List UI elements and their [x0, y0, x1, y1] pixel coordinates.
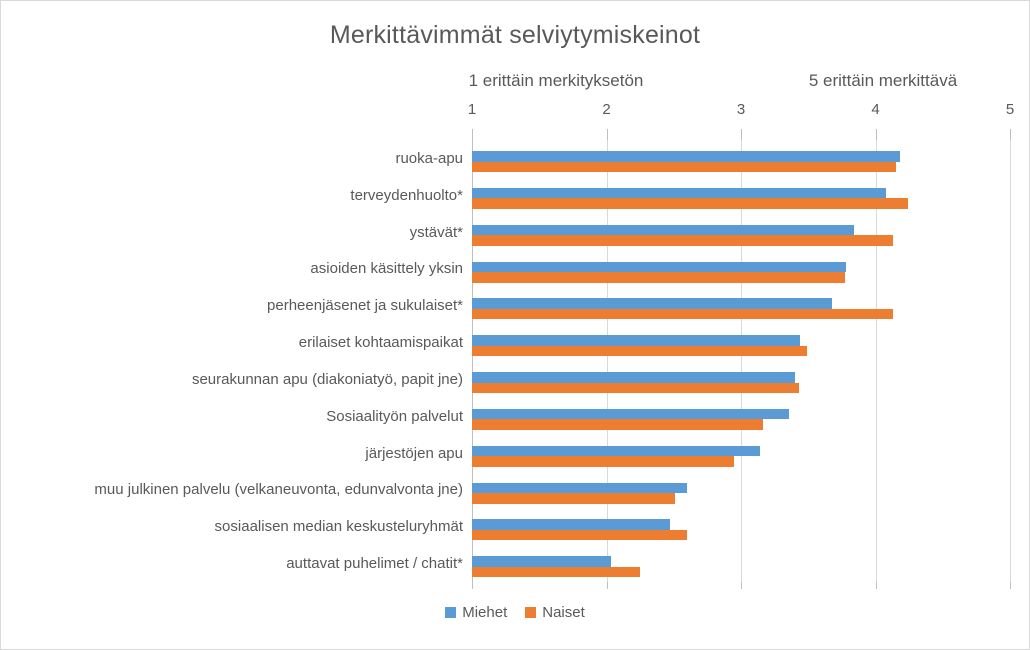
bar-miehet [472, 372, 795, 383]
bar-miehet [472, 187, 887, 199]
category-axis-line [472, 140, 473, 582]
bar-naiset [472, 308, 893, 320]
bar-naiset [472, 272, 845, 283]
bar-miehet [472, 261, 846, 272]
bar-naiset [472, 235, 893, 246]
axis-tickmark-top [606, 129, 608, 140]
axis-tickmark-top [741, 129, 742, 140]
bar-miehet [472, 224, 854, 236]
gridline [1010, 140, 1011, 582]
category-label: Sosiaalityön palvelut [326, 407, 463, 425]
bar-naiset [472, 493, 676, 504]
category-label: ruoka-apu [395, 149, 463, 167]
bar-miehet [472, 408, 790, 420]
category-label: muu julkinen palvelu (velkaneuvonta, edu… [94, 481, 463, 499]
gridline [606, 140, 608, 582]
bar-naiset [472, 419, 763, 430]
category-label: sosiaalisen median keskusteluryhmät [214, 518, 463, 536]
bar-naiset [472, 456, 735, 467]
bar-miehet [472, 335, 801, 346]
value-axis-tick-label: 4 [871, 101, 880, 118]
bar-naiset [472, 161, 896, 172]
category-label: auttavat puhelimet / chatit* [286, 555, 463, 573]
legend-item-naiset: Naiset [525, 604, 585, 621]
category-label: erilaiset kohtaamispaikat [298, 334, 463, 352]
bar-miehet [472, 482, 688, 493]
bar-naiset [472, 529, 688, 541]
category-label: seurakunnan apu (diakoniatyö, papit jne) [191, 370, 463, 388]
bar-naiset [472, 382, 799, 393]
bar-miehet [472, 151, 900, 162]
bar-naiset [472, 566, 641, 578]
category-label: asioiden käsittely yksin [310, 260, 463, 278]
category-label: järjestöjen apu [365, 444, 463, 462]
bar-naiset [472, 345, 807, 357]
axis-tickmark-bottom [606, 582, 608, 589]
legend-swatch-naiset [525, 607, 537, 618]
legend-label: Miehet [462, 604, 508, 621]
legend-label: Naiset [542, 604, 585, 621]
axis-tickmark-bottom [1010, 582, 1011, 589]
bar-miehet [472, 519, 670, 530]
axis-tickmark-top [1010, 129, 1011, 140]
legend: Miehet Naiset [1, 604, 1029, 621]
category-label: perheenjäsenet ja sukulaiset* [267, 297, 463, 315]
bar-naiset [472, 198, 908, 209]
bar-miehet [472, 445, 760, 457]
axis-tickmark-top [472, 129, 473, 140]
axis-tickmark-bottom [472, 582, 473, 589]
scale-note-high: 5 erittäin merkittävä [808, 71, 958, 90]
axis-tickmark-top [875, 129, 877, 140]
chart-title: Merkittävimmät selviytymiskeinot [329, 21, 701, 49]
category-label: ystävät* [409, 223, 463, 241]
legend-swatch-miehet [445, 607, 457, 618]
axis-tickmark-bottom [741, 582, 742, 589]
category-label: terveydenhuolto* [350, 186, 463, 204]
scale-note-low: 1 erittäin merkityksetön [468, 71, 644, 90]
axis-tickmark-bottom [875, 582, 877, 589]
gridline [741, 140, 742, 582]
bar-miehet [472, 298, 833, 309]
value-axis-tick-label: 3 [736, 101, 746, 118]
value-axis-tick-label: 2 [602, 101, 611, 118]
value-axis-tick-label: 5 [1005, 101, 1015, 118]
gridline [875, 140, 877, 582]
bar-miehet [472, 556, 611, 567]
value-axis-tick-label: 1 [467, 101, 477, 118]
legend-item-miehet: Miehet [445, 604, 507, 621]
